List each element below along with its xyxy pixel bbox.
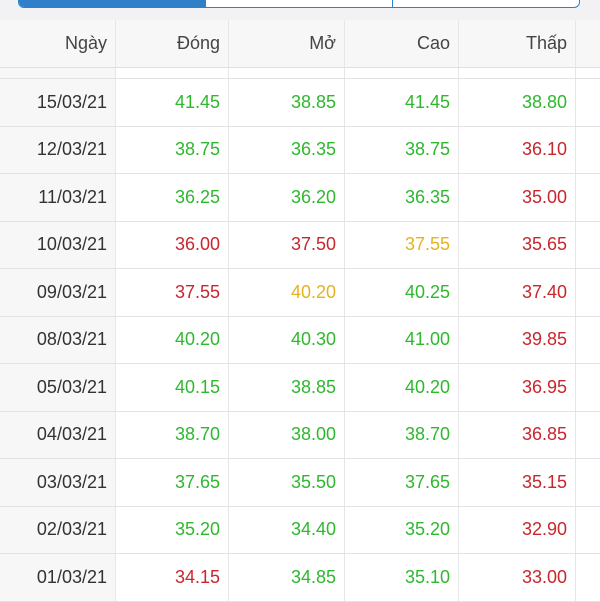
cell-date: 05/03/21: [0, 364, 116, 411]
cell-high: 35.20: [345, 506, 459, 553]
cell-open: 38.00: [229, 411, 345, 458]
table-gap: [0, 68, 600, 79]
segment-tab-3[interactable]: [393, 0, 579, 7]
price-history-table: Ngày Đóng Mở Cao Thấp 15/03/21 41.45 38.85…: [0, 20, 600, 602]
cell-date: 15/03/21: [0, 79, 116, 126]
table-row[interactable]: 01/03/21 34.15 34.85 35.10 33.00: [0, 554, 600, 602]
cell-high: 35.10: [345, 554, 459, 601]
cell-open: 36.20: [229, 174, 345, 221]
header-date[interactable]: Ngày: [0, 20, 116, 67]
table-row[interactable]: 03/03/21 37.65 35.50 37.65 35.15: [0, 459, 600, 507]
cell-high: 41.00: [345, 316, 459, 363]
cell-date: 01/03/21: [0, 554, 116, 601]
header-low[interactable]: Thấp: [459, 20, 576, 67]
cell-high: 36.35: [345, 174, 459, 221]
cell-high: 38.75: [345, 126, 459, 173]
table-row[interactable]: 05/03/21 40.15 38.85 40.20 36.95: [0, 364, 600, 412]
cell-high: 41.45: [345, 79, 459, 126]
cell-extra: [576, 174, 600, 221]
cell-extra: [576, 221, 600, 268]
cell-low: 33.00: [459, 554, 576, 601]
cell-high: 40.25: [345, 269, 459, 316]
cell-close: 36.00: [116, 221, 229, 268]
cell-low: 35.65: [459, 221, 576, 268]
cell-open: 36.35: [229, 126, 345, 173]
cell-low: 36.95: [459, 364, 576, 411]
table-row[interactable]: 12/03/21 38.75 36.35 38.75 36.10: [0, 126, 600, 174]
segment-tab-1[interactable]: [19, 0, 206, 7]
segmented-control: [18, 0, 580, 8]
cell-low: 37.40: [459, 269, 576, 316]
cell-low: 35.00: [459, 174, 576, 221]
cell-extra: [576, 364, 600, 411]
cell-extra: [576, 79, 600, 126]
cell-extra: [576, 506, 600, 553]
table-row[interactable]: 08/03/21 40.20 40.30 41.00 39.85: [0, 316, 600, 364]
cell-extra: [576, 126, 600, 173]
cell-low: 32.90: [459, 506, 576, 553]
cell-close: 40.15: [116, 364, 229, 411]
cell-date: 02/03/21: [0, 506, 116, 553]
cell-extra: [576, 459, 600, 506]
cell-high: 40.20: [345, 364, 459, 411]
cell-date: 12/03/21: [0, 126, 116, 173]
cell-open: 34.85: [229, 554, 345, 601]
cell-close: 36.25: [116, 174, 229, 221]
cell-low: 36.10: [459, 126, 576, 173]
cell-extra: [576, 554, 600, 601]
cell-date: 10/03/21: [0, 221, 116, 268]
cell-low: 39.85: [459, 316, 576, 363]
header-high[interactable]: Cao: [345, 20, 459, 67]
cell-close: 38.75: [116, 126, 229, 173]
cell-extra: [576, 316, 600, 363]
table-row[interactable]: 04/03/21 38.70 38.00 38.70 36.85: [0, 411, 600, 459]
table-row[interactable]: 11/03/21 36.25 36.20 36.35 35.00: [0, 174, 600, 222]
cell-extra: [576, 269, 600, 316]
cell-close: 35.20: [116, 506, 229, 553]
cell-open: 38.85: [229, 79, 345, 126]
header-extra: [576, 20, 600, 67]
table-row[interactable]: 09/03/21 37.55 40.20 40.25 37.40: [0, 269, 600, 317]
cell-open: 35.50: [229, 459, 345, 506]
cell-close: 40.20: [116, 316, 229, 363]
cell-low: 36.85: [459, 411, 576, 458]
cell-date: 03/03/21: [0, 459, 116, 506]
cell-open: 40.20: [229, 269, 345, 316]
cell-close: 37.65: [116, 459, 229, 506]
segment-tab-2[interactable]: [206, 0, 393, 7]
table-header: Ngày Đóng Mở Cao Thấp: [0, 20, 600, 68]
table-row[interactable]: 02/03/21 35.20 34.40 35.20 32.90: [0, 506, 600, 554]
cell-date: 09/03/21: [0, 269, 116, 316]
cell-open: 40.30: [229, 316, 345, 363]
cell-close: 37.55: [116, 269, 229, 316]
cell-close: 38.70: [116, 411, 229, 458]
cell-low: 35.15: [459, 459, 576, 506]
cell-date: 11/03/21: [0, 174, 116, 221]
header-close[interactable]: Đóng: [116, 20, 229, 67]
cell-extra: [576, 411, 600, 458]
cell-high: 37.55: [345, 221, 459, 268]
cell-low: 38.80: [459, 79, 576, 126]
cell-close: 41.45: [116, 79, 229, 126]
cell-open: 37.50: [229, 221, 345, 268]
table-row[interactable]: 10/03/21 36.00 37.50 37.55 35.65: [0, 221, 600, 269]
cell-date: 04/03/21: [0, 411, 116, 458]
cell-close: 34.15: [116, 554, 229, 601]
cell-date: 08/03/21: [0, 316, 116, 363]
cell-open: 34.40: [229, 506, 345, 553]
header-open[interactable]: Mở: [229, 20, 345, 67]
table-body: 15/03/21 41.45 38.85 41.45 38.80 12/03/21 38.7…: [0, 79, 600, 602]
cell-open: 38.85: [229, 364, 345, 411]
table-row[interactable]: 15/03/21 41.45 38.85 41.45 38.80: [0, 79, 600, 127]
cell-high: 38.70: [345, 411, 459, 458]
cell-high: 37.65: [345, 459, 459, 506]
